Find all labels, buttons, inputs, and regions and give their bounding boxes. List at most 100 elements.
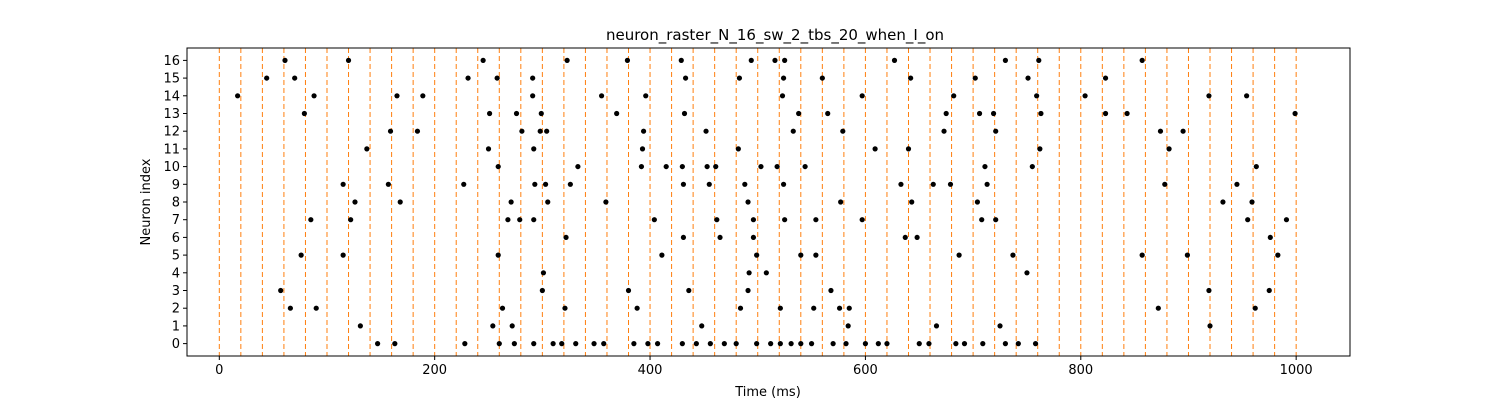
- spike-point: [1024, 270, 1030, 276]
- spike-point: [737, 305, 744, 311]
- spike-point: [499, 305, 506, 311]
- chart-title: neuron_raster_N_16_sw_2_tbs_20_when_I_on: [606, 26, 944, 45]
- spike-point: [788, 341, 794, 347]
- spike-point: [1275, 252, 1281, 258]
- spike-point: [505, 217, 511, 223]
- spike-point: [1036, 57, 1042, 63]
- spike-point: [1249, 199, 1255, 205]
- spike-point: [340, 252, 346, 258]
- spike-point: [703, 128, 709, 134]
- spike-point: [539, 287, 545, 294]
- spike-point: [490, 323, 496, 329]
- spike-point: [311, 93, 317, 99]
- spike-point: [830, 341, 836, 347]
- spike-point: [663, 163, 669, 170]
- y-tick-label: 7: [172, 213, 180, 228]
- spike-point: [1184, 252, 1190, 258]
- spike-point: [884, 341, 890, 347]
- spike-point: [825, 110, 831, 117]
- x-axis-ticks: 0 200 400 600 800 1000: [215, 356, 1313, 378]
- y-tick-label: 14: [163, 89, 180, 104]
- spike-point: [828, 287, 834, 294]
- spike-point: [748, 57, 754, 63]
- spike-point: [746, 270, 752, 276]
- spike-point: [819, 75, 825, 81]
- spike-point: [693, 341, 699, 347]
- spike-point: [838, 199, 844, 205]
- spike-point: [517, 217, 523, 223]
- spike-point: [531, 146, 537, 152]
- spike-point: [813, 252, 819, 258]
- spike-point: [679, 163, 685, 170]
- spike-point: [292, 75, 298, 81]
- spike-point: [420, 93, 426, 99]
- spike-point: [645, 341, 651, 347]
- spike-point: [496, 341, 502, 347]
- spike-point: [843, 341, 849, 347]
- spike-point: [777, 341, 783, 347]
- spike-point: [364, 146, 370, 152]
- spike-point: [802, 163, 808, 170]
- spike-point: [736, 75, 743, 81]
- spike-point: [782, 57, 788, 63]
- spike-point: [531, 217, 537, 223]
- spike-point: [754, 252, 760, 258]
- spike-point: [953, 341, 959, 347]
- spike-point: [745, 287, 751, 294]
- spike-point: [758, 163, 764, 170]
- spike-point: [862, 341, 869, 347]
- x-tick-label: 0: [215, 363, 223, 378]
- spike-point: [625, 287, 632, 294]
- spike-point: [972, 75, 978, 81]
- spike-point: [567, 181, 573, 187]
- spike-point: [1029, 163, 1035, 170]
- spike-point: [639, 146, 646, 152]
- spike-point: [397, 199, 403, 205]
- spike-point: [562, 305, 568, 311]
- spike-point: [713, 163, 719, 170]
- spike-point: [1038, 110, 1044, 117]
- spike-point: [699, 323, 705, 329]
- spike-point: [461, 181, 467, 187]
- spike-point: [654, 341, 661, 347]
- spike-point: [387, 128, 394, 134]
- spike-point: [601, 341, 607, 347]
- spike-point: [542, 181, 549, 187]
- spike-point: [1206, 93, 1212, 99]
- spike-point: [836, 305, 843, 311]
- y-tick-label: 9: [172, 178, 180, 193]
- spike-point: [707, 341, 713, 347]
- x-axis-label: Time (ms): [734, 385, 801, 400]
- spike-point: [631, 341, 637, 347]
- spike-point: [1124, 110, 1130, 117]
- spike-point: [808, 341, 815, 347]
- spike-point: [997, 323, 1003, 329]
- spike-point: [777, 305, 783, 311]
- spike-point: [465, 75, 471, 81]
- spike-point: [980, 341, 986, 347]
- spike-point: [348, 217, 354, 223]
- spike-point: [1015, 341, 1021, 347]
- spike-point: [1292, 110, 1298, 117]
- spike-point: [603, 199, 609, 205]
- spike-point: [638, 163, 645, 170]
- spike-point: [614, 110, 620, 117]
- spike-point: [979, 217, 985, 223]
- y-tick-label: 4: [172, 266, 180, 281]
- spike-point: [1267, 234, 1273, 241]
- spike-point: [754, 341, 760, 347]
- spike-point: [634, 305, 640, 311]
- spike-point: [982, 163, 988, 170]
- spike-point: [721, 341, 727, 347]
- spike-point: [790, 128, 796, 134]
- spike-point: [941, 128, 947, 134]
- spike-point: [564, 57, 570, 63]
- y-tick-label: 10: [163, 160, 180, 175]
- spike-point: [763, 270, 769, 276]
- spike-point: [485, 146, 492, 152]
- spike-point: [264, 75, 270, 81]
- y-tick-label: 16: [163, 54, 180, 69]
- spike-point: [1253, 163, 1259, 170]
